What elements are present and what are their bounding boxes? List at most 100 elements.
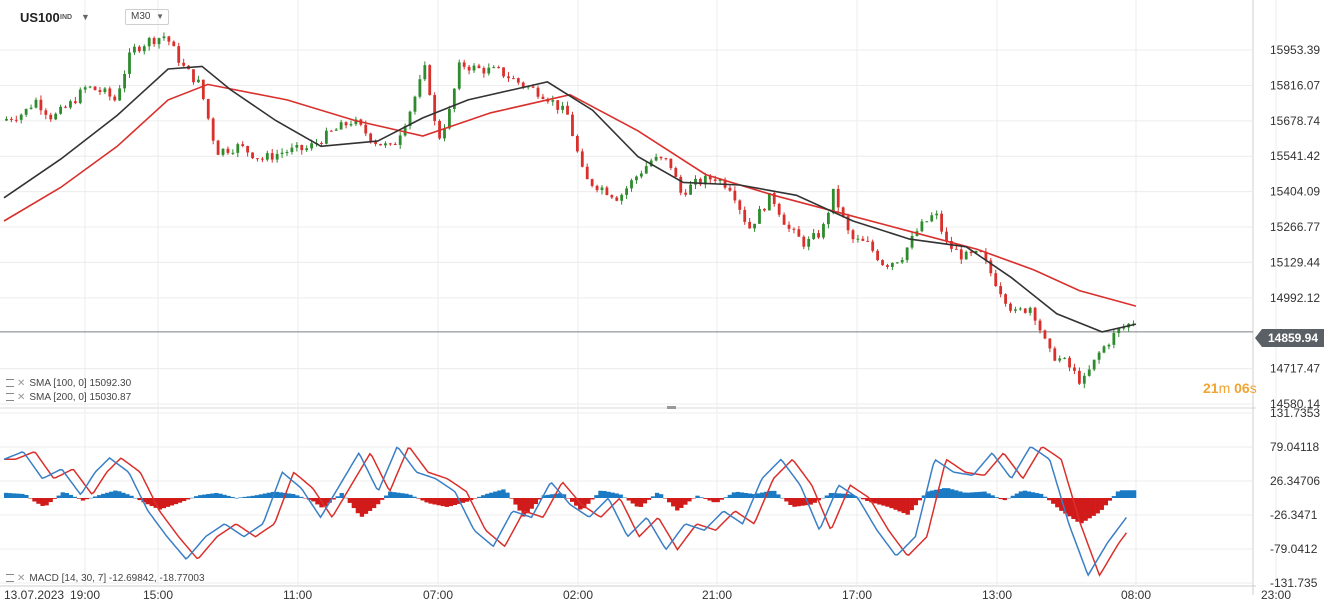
candle-body	[625, 188, 628, 195]
menu-icon[interactable]	[6, 393, 14, 402]
candle-body	[826, 212, 830, 225]
candle	[379, 143, 382, 146]
candle-body	[639, 173, 643, 177]
macd-hist-bar	[994, 497, 999, 499]
macd-hist-bar	[420, 498, 425, 501]
candle	[403, 123, 407, 137]
macd-hist-bar	[202, 494, 207, 499]
macd-hist-bar	[436, 498, 441, 506]
macd-hist-bar	[978, 491, 983, 499]
macd-hist-bar	[149, 498, 154, 507]
candle-body	[44, 110, 48, 115]
macd-hist-bar	[909, 498, 914, 511]
close-icon[interactable]: ✕	[17, 573, 26, 584]
candle-body	[664, 158, 668, 160]
candle-body	[388, 143, 392, 145]
y-tick-label: 15266.77	[1270, 220, 1320, 234]
symbol-name[interactable]: US100	[20, 10, 60, 25]
macd-hist-bar	[343, 497, 348, 499]
menu-icon[interactable]	[6, 574, 14, 583]
candle-body	[201, 79, 205, 100]
candle	[492, 65, 496, 69]
candle	[743, 206, 747, 225]
macd-hist-bar	[278, 492, 284, 499]
candle-body	[822, 224, 825, 238]
candle-body	[1058, 358, 1062, 361]
macd-hist-bar	[32, 498, 37, 502]
macd-hist-bar	[230, 496, 235, 499]
candle-body	[571, 114, 574, 137]
candle-body	[349, 124, 353, 126]
candle-body	[861, 238, 865, 241]
macd-hist-bar	[250, 495, 255, 499]
candle	[73, 96, 77, 105]
close-icon[interactable]: ✕	[17, 392, 26, 403]
candle-body	[398, 135, 402, 145]
macd-y-tick-label: -26.3471	[1270, 508, 1318, 522]
chevron-down-icon[interactable]: ▼	[81, 12, 90, 22]
candle-body	[137, 46, 141, 52]
macd-hist-bar	[905, 498, 910, 515]
candle-body	[758, 208, 761, 224]
close-icon[interactable]: ✕	[17, 378, 26, 389]
candle-body	[1082, 375, 1086, 384]
candle-body	[452, 88, 456, 110]
candle-body	[541, 96, 545, 99]
macd-hist-bar	[731, 492, 737, 499]
macd-hist-bar	[1010, 495, 1016, 499]
macd-hist-bar	[824, 495, 830, 499]
candle	[556, 100, 560, 114]
candle	[443, 124, 446, 142]
x-tick-label: 13.07.2023	[4, 588, 64, 602]
macd-hist-bar	[113, 490, 118, 499]
x-tick-label: 15:00	[143, 588, 173, 602]
countdown-seconds-unit: s	[1249, 380, 1257, 396]
candle	[659, 156, 663, 161]
candle	[620, 193, 624, 205]
macd-hist-bar	[570, 498, 575, 502]
macd-hist-bar	[675, 498, 680, 511]
macd-y-tick-label: 79.04118	[1270, 440, 1319, 454]
macd-hist-bar	[1018, 491, 1024, 499]
candle	[890, 262, 894, 271]
macd-hist-bar	[384, 495, 389, 499]
candle-body	[477, 65, 481, 69]
candle-body	[969, 251, 973, 254]
candle	[221, 148, 225, 157]
candle-body	[59, 106, 62, 114]
macd-hist-bar	[1071, 498, 1076, 520]
candle	[226, 146, 230, 155]
candle	[502, 67, 505, 79]
candle	[585, 163, 589, 180]
pane-resize-handle[interactable]	[667, 406, 676, 409]
candle-body	[743, 209, 747, 222]
menu-icon[interactable]	[6, 379, 14, 388]
macd-hist-bar	[464, 498, 470, 502]
candle-body	[1097, 352, 1101, 360]
candle	[886, 263, 889, 270]
candle	[1097, 350, 1101, 364]
macd-hist-bar	[662, 498, 668, 499]
timeframe-select[interactable]: M30 ▼	[125, 9, 169, 25]
x-tick-label: 02:00	[563, 588, 593, 602]
candle	[113, 94, 117, 102]
candle	[674, 166, 678, 178]
x-tick-label: 21:00	[702, 588, 732, 602]
candle	[748, 217, 752, 229]
macd-hist-bar	[784, 498, 789, 502]
candle-body	[9, 118, 13, 120]
macd-y-tick-label: 26.34706	[1270, 474, 1320, 488]
candle-body	[1102, 346, 1106, 353]
candle-body	[610, 195, 614, 198]
candle-body	[443, 128, 446, 139]
macd-hist-bar	[44, 498, 49, 506]
candle	[679, 174, 683, 196]
macd-hist-bar	[1103, 498, 1108, 506]
candle	[1038, 318, 1042, 334]
macd-hist-bar	[865, 498, 870, 501]
macd-hist-bar	[80, 498, 86, 501]
candle-body	[767, 193, 771, 211]
macd-hist-bar	[72, 496, 78, 499]
